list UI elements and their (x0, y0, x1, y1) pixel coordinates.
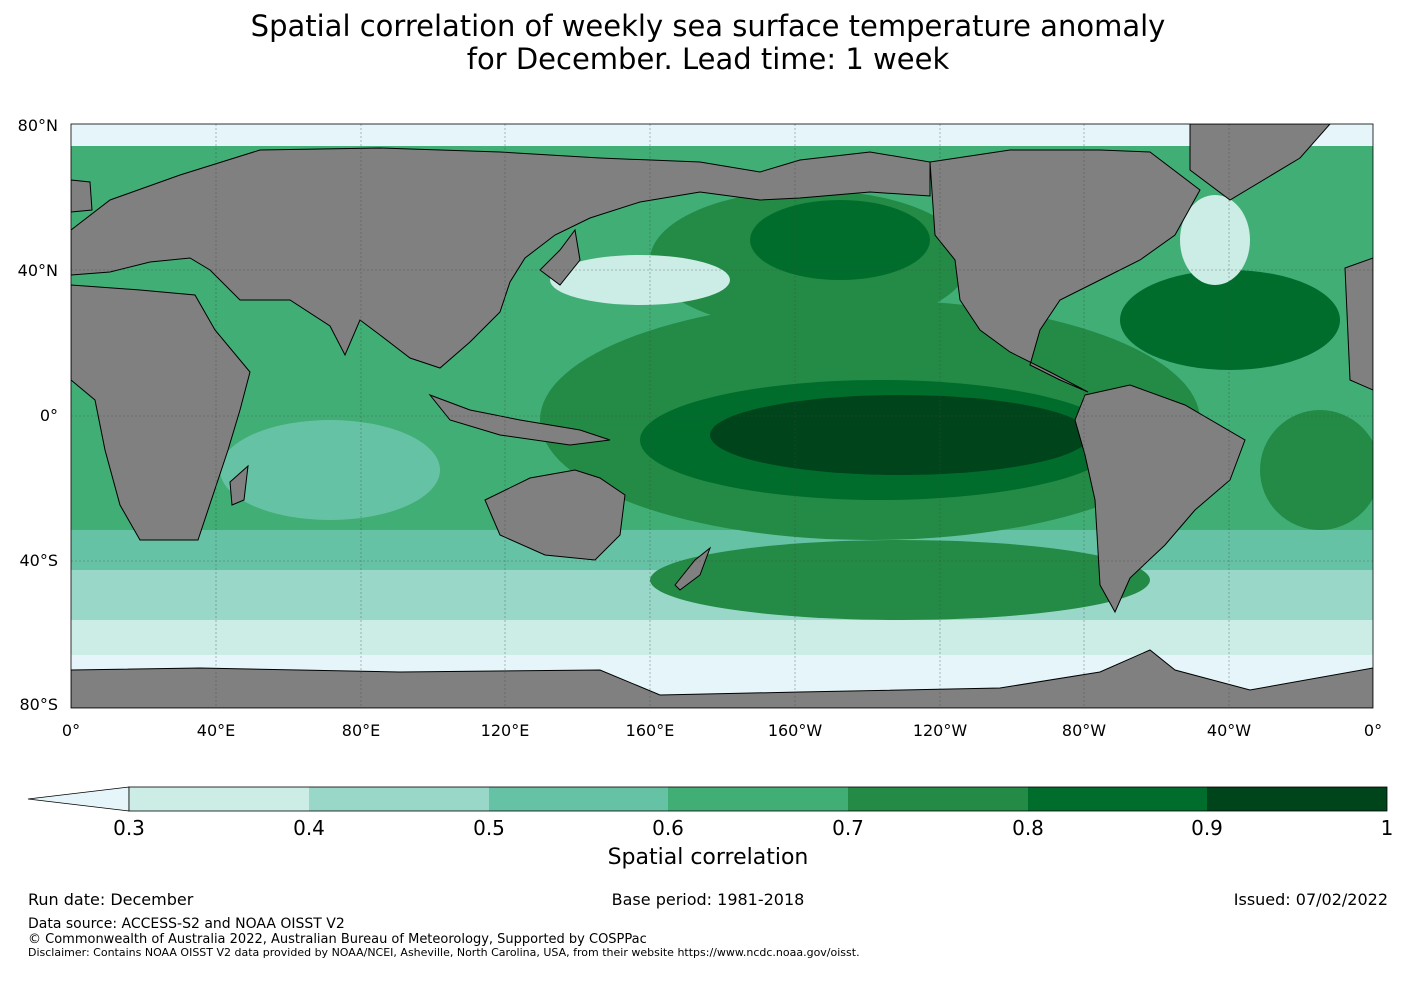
east-greenland-land (1344, 257, 1373, 391)
lon-label-120w: 120°W (913, 721, 968, 740)
colorbar-segment-0.6-0.7 (668, 787, 848, 811)
lon-label-0-right: 0° (1364, 721, 1382, 740)
data-source: Data source: ACCESS-S2 and NOAA OISST V2 (28, 916, 345, 932)
africa-land (71, 284, 251, 541)
colorbar-segment-0.5-0.6 (489, 787, 668, 811)
lon-label-40w: 40°W (1207, 721, 1251, 740)
colorbar-tick-1: 1 (1381, 816, 1394, 840)
north-pacific-low-corr (550, 255, 730, 305)
colorbar-segment-0.7-0.8 (848, 787, 1028, 811)
north-pacific-core (750, 200, 930, 280)
chart-title-line2: for December. Lead time: 1 week (466, 42, 950, 76)
enso-core-region (710, 395, 1090, 475)
colorbar-segment-0.8-0.9 (1028, 787, 1207, 811)
colorbar-tick-0.6: 0.6 (652, 816, 684, 840)
lat-label-40n: 40°N (18, 261, 58, 280)
arctic-ice-band (71, 124, 1373, 146)
colorbar-tick-0.7: 0.7 (832, 816, 864, 840)
indian-ocean-region (220, 420, 440, 520)
colorbar-title: Spatial correlation (607, 845, 809, 870)
colorbar-tick-0.8: 0.8 (1012, 816, 1044, 840)
greenland-land (1189, 124, 1331, 201)
disclaimer: Disclaimer: Contains NOAA OISST V2 data … (28, 946, 860, 959)
eurasia-land (71, 147, 931, 369)
southern-ocean-band-3 (71, 620, 1373, 660)
atlantic-high-corr (1120, 270, 1340, 370)
colorbar-tick-0.9: 0.9 (1191, 816, 1223, 840)
antarctica-land (71, 649, 1373, 708)
australia-land (484, 469, 626, 561)
north-america-land (929, 149, 1201, 393)
copyright: © Commonwealth of Australia 2022, Austra… (28, 932, 647, 947)
lon-label-80e: 80°E (342, 721, 380, 740)
lon-label-160e: 160°E (626, 721, 675, 740)
madagascar-land (229, 464, 249, 506)
lon-label-80w: 80°W (1062, 721, 1106, 740)
new-zealand-land (674, 546, 712, 591)
map-frame (70, 123, 1374, 709)
north-atlantic-low-corr (1180, 195, 1250, 285)
colorbar (27, 786, 1388, 812)
japan-land (539, 228, 581, 286)
colorbar-tick-0.4: 0.4 (293, 816, 325, 840)
lon-label-120e: 120°E (481, 721, 530, 740)
colorbar-segment-0.3-0.4 (129, 787, 309, 811)
uk-land (71, 179, 93, 213)
south-pacific-region (650, 540, 1150, 620)
lat-label-80n: 80°N (18, 116, 58, 135)
indonesia-land (428, 393, 611, 446)
colorbar-tick-0.3: 0.3 (113, 816, 145, 840)
base-period: Base period: 1981-2018 (611, 890, 805, 909)
south-america-land (1074, 384, 1246, 614)
south-atlantic-region (1260, 410, 1373, 530)
lon-label-40e: 40°E (197, 721, 235, 740)
lon-label-160w: 160°W (768, 721, 823, 740)
colorbar-segment-0.4-0.5 (309, 787, 489, 811)
issued-date: Issued: 07/02/2022 (1233, 890, 1388, 909)
colorbar-extend-triangle (27, 786, 130, 812)
colorbar-segment-0.9-1 (1207, 787, 1387, 811)
lat-label-40s: 40°S (19, 551, 58, 570)
lat-label-0: 0° (40, 406, 58, 425)
lat-label-80s: 80°S (19, 695, 58, 714)
lon-label-0-left: 0° (62, 721, 80, 740)
colorbar-tick-0.5: 0.5 (473, 816, 505, 840)
chart-title-line1: Spatial correlation of weekly sea surfac… (250, 9, 1166, 43)
run-date: Run date: December (28, 890, 194, 909)
